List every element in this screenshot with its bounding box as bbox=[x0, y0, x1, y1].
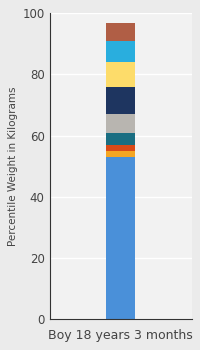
Bar bbox=[106, 114, 135, 133]
Bar bbox=[106, 133, 135, 145]
Y-axis label: Percentile Weight in Kilograms: Percentile Weight in Kilograms bbox=[8, 86, 18, 246]
Bar bbox=[106, 22, 135, 41]
Bar bbox=[106, 145, 135, 151]
Bar bbox=[106, 151, 135, 157]
Bar bbox=[106, 41, 135, 62]
Bar bbox=[106, 87, 135, 114]
Bar bbox=[106, 62, 135, 87]
Bar bbox=[106, 157, 135, 319]
